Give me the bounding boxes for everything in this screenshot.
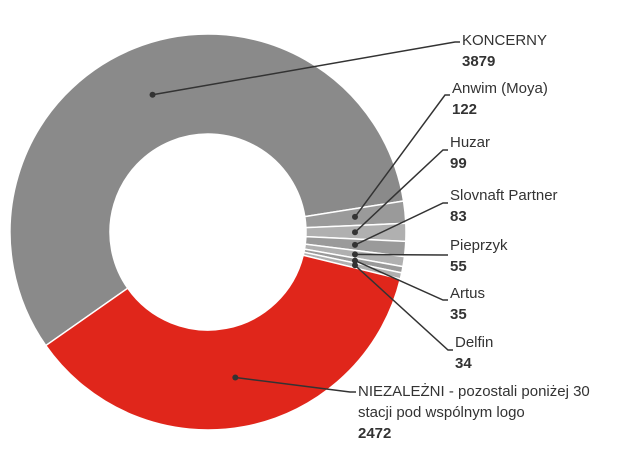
leader-dot: [149, 91, 156, 98]
slice-name: NIEZALEŻNI - pozostali poniżej 30 stacji…: [358, 383, 590, 421]
leader-line: [354, 149, 448, 233]
slice-value: 122: [452, 101, 478, 118]
slice-name: Anwim (Moya): [452, 80, 548, 97]
slice-label: Huzar 99: [450, 132, 610, 174]
slice-value: 34: [455, 355, 472, 372]
slice-label: Slovnaft Partner 83: [450, 185, 620, 227]
leader-dot: [352, 257, 358, 264]
leader-line: [354, 202, 448, 246]
leader-dot: [352, 241, 358, 248]
donut-segment: [9, 33, 405, 347]
slice-label: Artus 35: [450, 283, 610, 325]
slice-label: NIEZALEŻNI - pozostali poniżej 30 stacji…: [358, 381, 608, 444]
leader-dot: [352, 229, 358, 236]
leader-line: [152, 41, 460, 96]
slice-value: 99: [450, 155, 467, 172]
slice-value: 3879: [462, 53, 496, 70]
leader-dot: [352, 262, 358, 269]
slice-value: 55: [450, 258, 467, 275]
slice-name: Huzar: [450, 134, 491, 151]
slice-label: Anwim (Moya) 122: [452, 78, 612, 120]
slice-name: Slovnaft Partner: [450, 187, 558, 204]
slice-name: KONCERNY: [462, 32, 548, 49]
leader-line: [354, 253, 448, 256]
slice-label: Pieprzyk 55: [450, 235, 610, 277]
slice-label: Delfin 34: [455, 332, 615, 374]
donut-segment: [44, 254, 402, 431]
slice-value: 83: [450, 208, 467, 225]
slice-label: KONCERNY 3879: [462, 30, 622, 72]
slice-name: Pieprzyk: [450, 237, 508, 254]
leader-dot: [352, 251, 358, 258]
slice-name: Artus: [450, 285, 486, 302]
leader-line: [354, 259, 448, 301]
leader-dot: [232, 374, 239, 381]
leader-line: [354, 94, 450, 218]
slice-name: Delfin: [455, 334, 494, 351]
leader-dot: [352, 213, 358, 220]
leader-line: [354, 264, 453, 351]
slice-value: 2472: [358, 425, 392, 442]
slice-value: 35: [450, 306, 467, 323]
leader-line: [235, 376, 356, 393]
